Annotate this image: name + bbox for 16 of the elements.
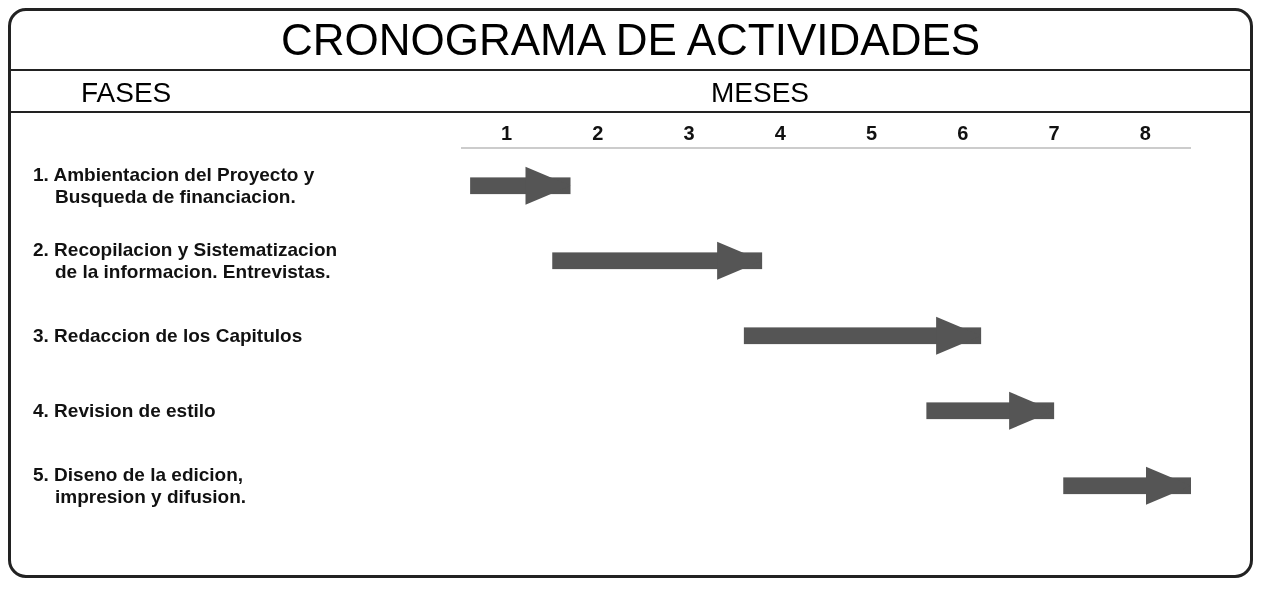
- x-tick-label: 7: [1048, 122, 1060, 144]
- x-axis-title: MESES: [711, 77, 810, 109]
- y-tick-label: 5. Diseno de la edicion, impresion y difusion.: [33, 463, 247, 507]
- y-tick-label: 2. Recopilacion y Sistematizacion de la informacion. Entrevistas.: [33, 238, 338, 282]
- x-tick-label: 4: [774, 122, 787, 144]
- x-tick-label: 8: [1139, 122, 1151, 144]
- y-tick-label: 1. Ambientacion del Proyecto y Busqueda de financiacion.: [33, 163, 315, 207]
- x-tick-label: 1: [501, 122, 513, 144]
- y-axis-title: FASES: [81, 77, 172, 109]
- y-tick-label: 3. Redaccion de los Capitulos: [33, 324, 303, 346]
- x-tick-label: 5: [866, 122, 878, 144]
- x-tick-label: 2: [592, 122, 604, 144]
- x-tick-label: 3: [683, 122, 695, 144]
- y-tick-label: 4. Revision de estilo: [33, 399, 216, 421]
- chart-title: CRONOGRAMA DE ACTIVIDADES: [11, 11, 1250, 71]
- x-tick-label: 6: [957, 122, 969, 144]
